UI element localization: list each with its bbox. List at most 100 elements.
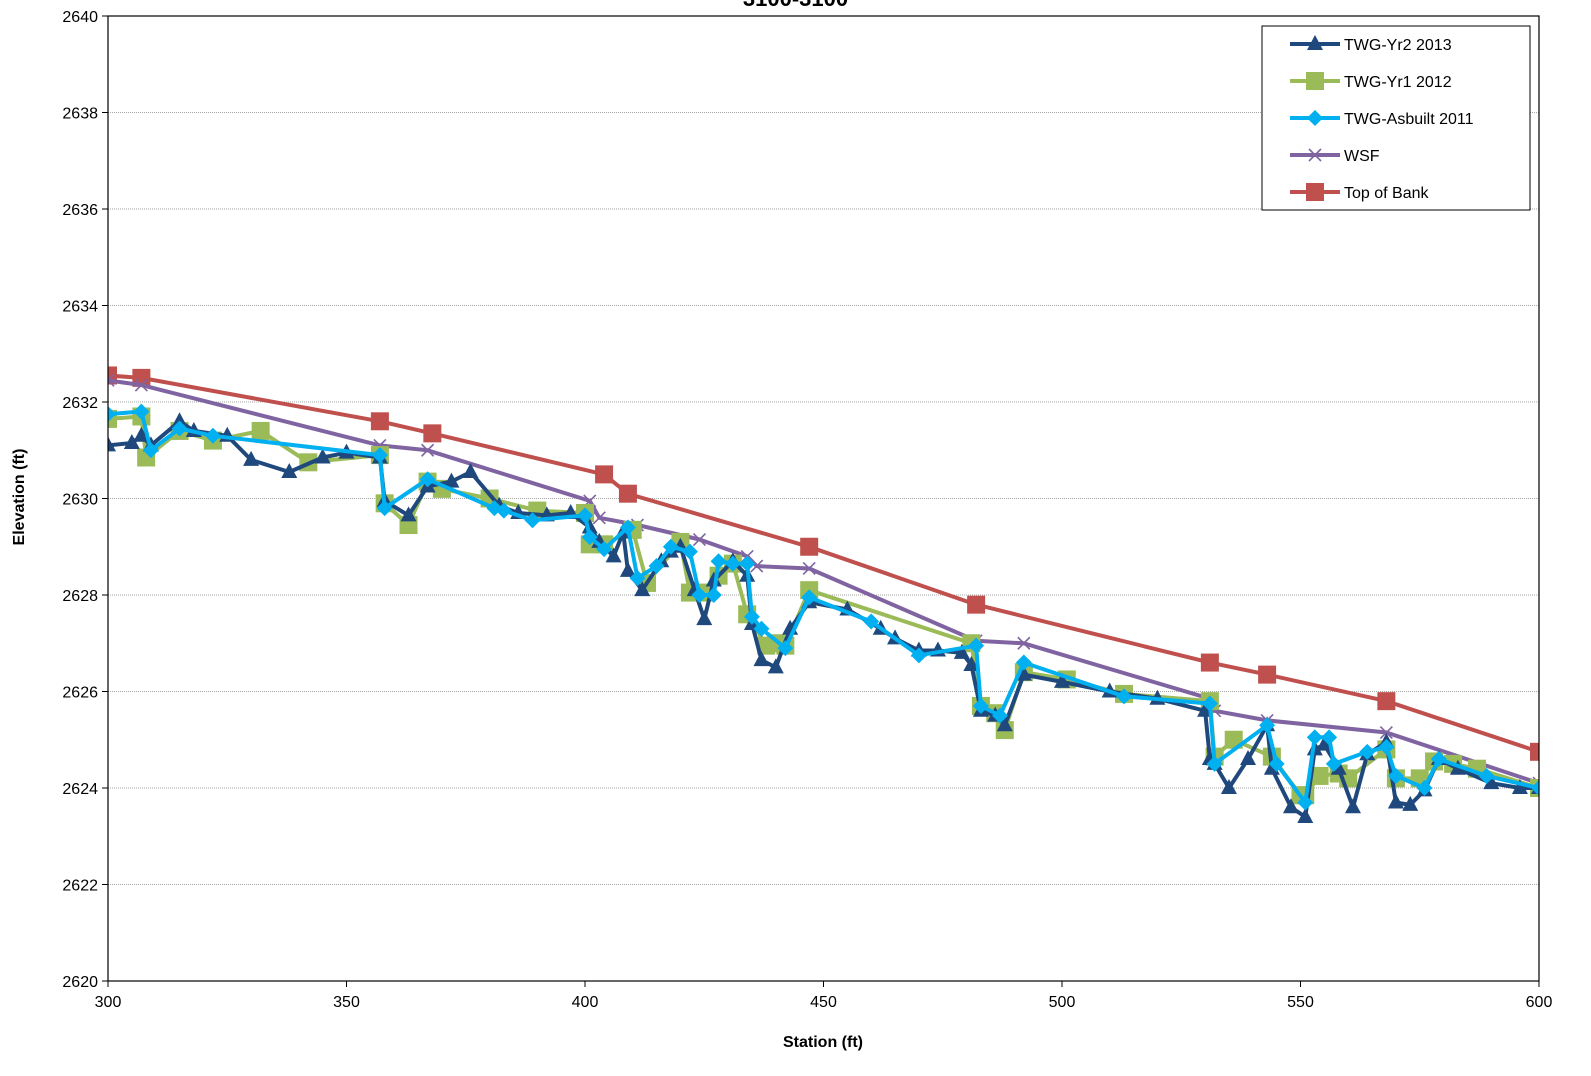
data-point (618, 484, 637, 503)
data-point (863, 613, 880, 630)
data-point (1306, 729, 1323, 746)
data-point (281, 462, 298, 478)
data-point (1483, 774, 1500, 790)
data-point (1402, 795, 1419, 811)
data-point (171, 412, 188, 428)
data-point (753, 620, 770, 637)
data-point (171, 420, 188, 437)
data-point (1054, 672, 1070, 688)
legend-swatch-marker (1308, 148, 1322, 162)
data-point (1359, 743, 1376, 760)
data-point (1116, 688, 1133, 705)
data-point (1297, 794, 1314, 811)
y-axis-title: Elevation (ft) (11, 449, 28, 546)
data-point (132, 368, 151, 387)
data-point (596, 541, 613, 558)
y-tick-label: 2626 (62, 685, 98, 702)
legend-swatch-marker (1307, 110, 1323, 126)
x-tick-label: 450 (810, 994, 837, 1011)
data-point (1378, 738, 1395, 755)
data-point (724, 555, 741, 572)
y-tick-label: 2630 (62, 492, 98, 509)
data-point (705, 571, 722, 587)
series-top-of-bank (108, 366, 1539, 761)
x-tick-label: 600 (1526, 994, 1553, 1011)
data-point (739, 555, 756, 572)
y-tick-label: 2620 (62, 974, 98, 991)
data-point (1321, 729, 1338, 746)
data-point (142, 442, 159, 459)
data-point (681, 543, 698, 560)
data-point (619, 519, 636, 536)
legend-label: WSF (1344, 148, 1380, 165)
data-point (1344, 798, 1361, 814)
data-point (1015, 665, 1032, 681)
data-point (495, 502, 512, 519)
data-point (376, 500, 393, 517)
data-point (524, 512, 541, 529)
data-point (108, 436, 116, 452)
data-point (123, 434, 140, 450)
y-tick-label: 2640 (62, 9, 98, 26)
data-point (801, 589, 818, 606)
data-point (1316, 735, 1333, 751)
legend-label: TWG-Yr2 2013 (1344, 37, 1452, 54)
data-point (605, 547, 622, 563)
data-point (1200, 653, 1219, 672)
legend: TWG-Yr2 2013 TWG-Yr1 2012 TWG-Asbuilt 2011… (1261, 25, 1531, 211)
legend-swatch-marker (1306, 183, 1324, 201)
data-point (710, 553, 727, 570)
data-point (1220, 779, 1237, 794)
data-point (1430, 751, 1447, 768)
data-point (968, 637, 985, 654)
chart-title: 3100-3100 (0, 0, 1591, 12)
data-point (753, 651, 770, 667)
data-point (204, 427, 221, 444)
series-line (108, 419, 1539, 819)
data-point (691, 587, 708, 603)
series-twg-asbuilt-2011 (108, 403, 1539, 811)
data-point (1387, 793, 1404, 809)
legend-swatch-marker (1306, 72, 1324, 90)
data-point (777, 640, 794, 657)
data-point (423, 424, 442, 443)
data-point (1017, 636, 1031, 650)
data-point (462, 462, 479, 478)
legend-label: Top of Bank (1344, 185, 1430, 202)
data-point (443, 472, 460, 488)
data-point (595, 465, 614, 484)
data-point (486, 500, 503, 517)
data-point (1379, 725, 1393, 740)
legend-label: TWG-Asbuilt 2011 (1344, 111, 1474, 128)
x-tick-label: 350 (333, 994, 360, 1011)
data-point (400, 506, 417, 522)
data-point (133, 403, 150, 420)
data-point (1201, 695, 1218, 712)
data-point (108, 406, 116, 423)
data-point (577, 507, 593, 524)
data-point (421, 443, 435, 457)
x-tick-label: 500 (1049, 994, 1076, 1011)
data-point (1259, 717, 1276, 734)
y-tick-label: 2638 (62, 106, 98, 123)
data-point (1310, 766, 1329, 785)
data-point (743, 608, 760, 625)
data-point (108, 409, 117, 428)
data-point (1268, 755, 1285, 772)
data-point (953, 643, 970, 659)
data-point (705, 587, 722, 603)
data-point (581, 529, 598, 546)
data-point (767, 658, 784, 674)
series-layer (108, 366, 1539, 823)
data-point (619, 561, 636, 577)
data-point (996, 716, 1013, 732)
data-point (314, 448, 331, 464)
x-tick-label: 550 (1287, 994, 1314, 1011)
data-point (634, 581, 651, 597)
data-point (972, 697, 989, 714)
y-tick-label: 2634 (62, 299, 98, 316)
data-point (1416, 780, 1433, 796)
data-point (800, 537, 819, 556)
